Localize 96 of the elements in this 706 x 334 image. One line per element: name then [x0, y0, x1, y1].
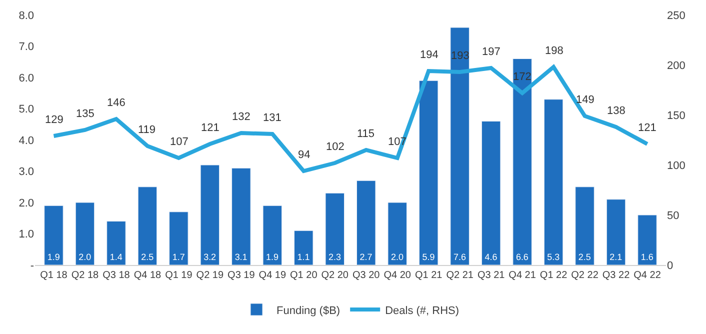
x-tick-label: Q4 18 — [134, 270, 162, 281]
data-label: 107 — [170, 136, 188, 148]
data-label: 198 — [545, 45, 564, 57]
bar — [106, 221, 126, 265]
data-label: 121 — [201, 122, 220, 134]
data-label: 129 — [45, 114, 64, 126]
data-label: 194 — [420, 49, 438, 61]
data-label: 2.7 — [360, 252, 372, 262]
legend-label: Deals (#, RHS) — [385, 304, 460, 317]
y-tick-label: 8.0 — [18, 10, 34, 22]
x-tick-label: Q2 20 — [321, 270, 349, 281]
bar — [325, 192, 344, 265]
bar — [138, 186, 158, 265]
y2-tick-label: 0 — [667, 260, 674, 272]
data-label: 1.9 — [47, 252, 60, 262]
x-tick-label: Q3 19 — [228, 270, 256, 281]
y2-tick-label: 200 — [667, 60, 686, 72]
data-label: 94 — [298, 149, 310, 161]
bar — [232, 168, 251, 265]
x-tick-label: Q1 21 — [414, 270, 443, 281]
bar — [575, 186, 594, 265]
bar — [544, 99, 564, 265]
data-label: 146 — [107, 97, 126, 109]
data-label: 4.6 — [484, 252, 498, 262]
legend-label: Funding ($B) — [276, 304, 340, 317]
y-tick-label: 2.0 — [18, 197, 34, 210]
data-label: 132 — [232, 111, 250, 123]
y-tick-label: - — [30, 260, 34, 272]
data-label: 149 — [576, 94, 594, 106]
x-tick-label: Q1 18 — [40, 270, 68, 281]
x-tick-label: Q2 21 — [446, 270, 474, 281]
bar — [388, 202, 407, 265]
bar — [262, 205, 282, 265]
data-label: 7.6 — [453, 252, 466, 262]
data-label: 172 — [513, 71, 532, 83]
data-label: 2.5 — [141, 252, 154, 262]
x-tick-label: Q1 20 — [290, 270, 318, 281]
x-tick-label: Q3 21 — [477, 270, 506, 281]
x-tick-label: Q4 19 — [258, 270, 286, 281]
x-tick-label: Q3 22 — [602, 270, 630, 281]
x-tick-label: Q2 22 — [571, 270, 599, 281]
y-tick-label: 6.0 — [18, 72, 34, 84]
data-label: 2.1 — [610, 252, 622, 262]
y-tick-label: 1.0 — [18, 228, 34, 241]
bar — [356, 180, 376, 265]
data-label: 1.6 — [640, 252, 654, 262]
bar — [418, 80, 438, 265]
bar — [169, 212, 188, 265]
data-label: 1.4 — [110, 252, 122, 262]
y-tick-label: 4.0 — [18, 134, 34, 147]
data-label: 3.2 — [204, 252, 216, 262]
x-tick-label: Q1 19 — [165, 270, 193, 281]
data-label: 119 — [138, 124, 156, 136]
x-tick-label: Q4 20 — [384, 270, 412, 281]
data-label: 131 — [263, 112, 282, 124]
bar — [606, 199, 626, 265]
bar — [450, 27, 470, 265]
data-label: 138 — [607, 105, 626, 117]
data-label: 102 — [326, 141, 344, 153]
bar — [44, 205, 64, 265]
data-label: 2.0 — [78, 252, 92, 262]
x-tick-label: Q3 20 — [352, 270, 380, 281]
data-label: 121 — [638, 122, 656, 134]
bar — [481, 121, 501, 265]
data-label: 3.1 — [234, 252, 248, 262]
x-tick-label: Q3 18 — [102, 270, 130, 281]
x-tick-label: Q4 21 — [508, 270, 536, 281]
data-label: 2.3 — [328, 252, 342, 262]
data-label: 1.1 — [297, 252, 310, 262]
y-tick-label: 3.0 — [18, 166, 34, 178]
data-label: 115 — [357, 128, 375, 140]
bar — [200, 164, 220, 265]
data-label: 193 — [451, 50, 470, 62]
data-label: 5.3 — [547, 252, 560, 262]
data-label: 5.9 — [422, 252, 435, 262]
x-tick-label: Q4 22 — [634, 270, 662, 281]
data-label: 135 — [76, 108, 94, 120]
data-label: 1.7 — [172, 252, 185, 262]
y2-tick-label: 150 — [667, 110, 686, 122]
data-label: 6.6 — [516, 252, 528, 262]
bar — [638, 214, 657, 265]
y2-tick-label: 50 — [667, 210, 680, 222]
data-label: 197 — [482, 46, 500, 58]
bar — [294, 230, 314, 265]
x-tick-label: Q2 19 — [196, 270, 224, 281]
bar — [512, 58, 532, 265]
x-tick-label: Q2 18 — [71, 270, 100, 281]
y-tick-label: 7.0 — [18, 41, 34, 54]
y2-tick-label: 250 — [667, 10, 686, 22]
data-label: 1.9 — [266, 252, 279, 262]
y2-tick-label: 100 — [667, 160, 686, 172]
x-tick-label: Q1 22 — [540, 270, 568, 281]
data-label: 2.5 — [578, 252, 591, 262]
y-tick-label: 5.0 — [18, 104, 34, 116]
data-label: 2.0 — [391, 252, 404, 262]
bar — [75, 202, 95, 265]
